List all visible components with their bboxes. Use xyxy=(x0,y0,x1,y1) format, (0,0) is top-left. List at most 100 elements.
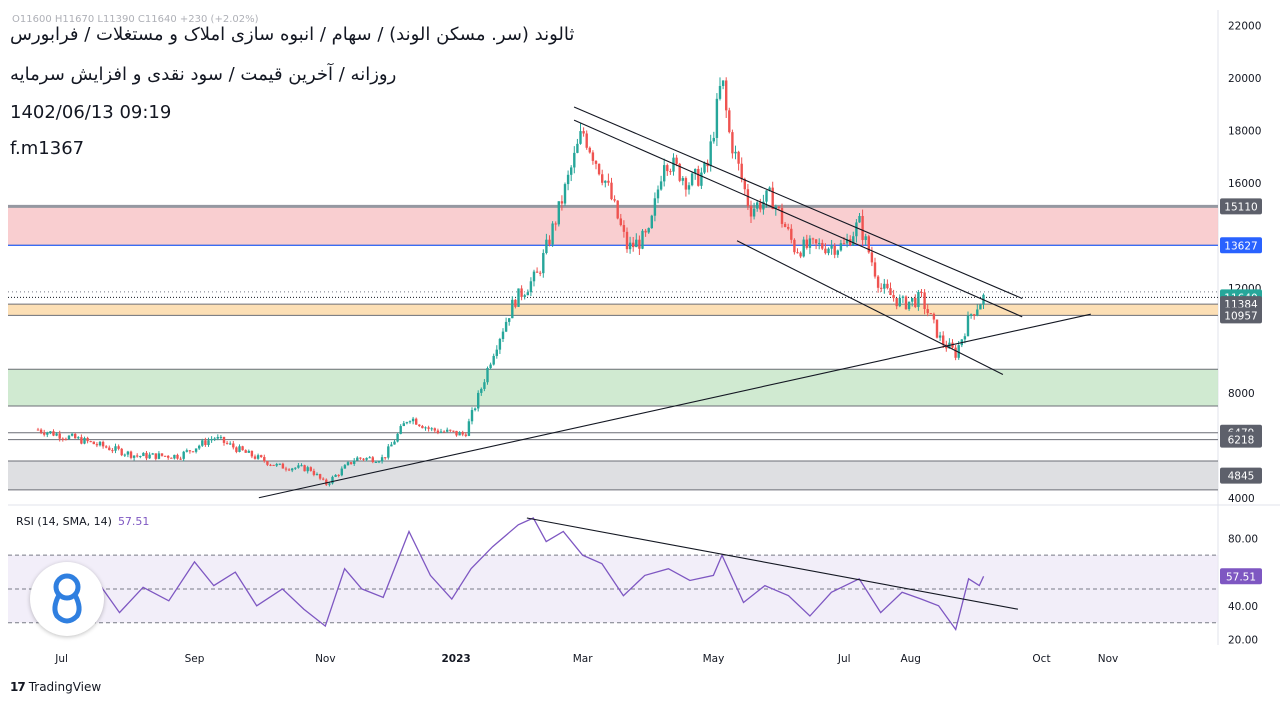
candle-body xyxy=(684,178,688,190)
candle-body xyxy=(690,173,694,186)
candle-body xyxy=(36,429,40,431)
candle-body xyxy=(449,429,452,431)
candle-body xyxy=(514,299,517,307)
candle-body xyxy=(294,467,297,469)
candle-body xyxy=(628,242,632,250)
candle-body xyxy=(486,368,489,383)
candle-body xyxy=(523,295,526,297)
candle-body xyxy=(734,151,737,154)
candle-body xyxy=(768,187,771,191)
candle-body xyxy=(827,248,830,254)
x-tick-label: Nov xyxy=(315,653,336,665)
candle-body xyxy=(597,163,601,175)
tradingview-footer[interactable]: 17 TradingView xyxy=(10,680,101,694)
candle-body xyxy=(752,208,756,217)
candle-body xyxy=(95,444,99,446)
candle-body xyxy=(867,236,870,253)
candle-body xyxy=(923,292,926,310)
candle-body xyxy=(309,467,312,471)
candle-body xyxy=(343,465,347,469)
candle-body xyxy=(49,431,52,433)
candle-body xyxy=(594,160,598,164)
candle-body xyxy=(610,182,613,200)
candle-body xyxy=(98,441,102,446)
candle-body xyxy=(601,174,604,183)
price-axis: 4000800012000160001800020000220001511013… xyxy=(1220,21,1262,505)
candle-body xyxy=(275,464,278,466)
candle-body xyxy=(904,296,908,310)
candle-body xyxy=(297,465,300,468)
candle-body xyxy=(340,468,343,476)
rsi-tick-label: 40.00 xyxy=(1228,601,1258,613)
candle-body xyxy=(669,171,672,173)
candle-body xyxy=(458,432,461,436)
candle-body xyxy=(579,131,582,144)
channel-logo xyxy=(30,562,104,636)
candle-body xyxy=(86,437,89,442)
candle-body xyxy=(787,227,790,229)
candle-body xyxy=(387,446,390,458)
candle-body xyxy=(675,157,678,164)
candle-body xyxy=(136,455,139,457)
candle-body xyxy=(814,239,818,244)
candle-body xyxy=(759,202,762,210)
price-label-box xyxy=(1220,198,1262,215)
candle-body xyxy=(148,454,151,459)
candle-body xyxy=(799,252,802,257)
candle-body xyxy=(861,215,864,241)
candle-body xyxy=(101,441,105,447)
candle-body xyxy=(842,243,846,245)
candle-body xyxy=(756,202,759,209)
candle-body xyxy=(408,421,412,423)
candle-body xyxy=(619,218,622,226)
candle-body xyxy=(911,298,914,302)
candle-body xyxy=(604,180,607,183)
candle-body xyxy=(663,165,666,182)
candle-body xyxy=(160,453,164,456)
candle-body xyxy=(260,455,263,458)
candle-body xyxy=(672,157,675,172)
candle-body xyxy=(833,245,836,255)
x-tick-label: Oct xyxy=(1032,653,1050,665)
candle-body xyxy=(194,448,198,452)
candle-body xyxy=(582,131,585,134)
candle-body xyxy=(880,287,883,289)
trendlines[interactable] xyxy=(258,106,1091,499)
y-tick-label: 18000 xyxy=(1228,126,1261,138)
candle-body xyxy=(207,440,210,446)
candle-body xyxy=(337,474,340,476)
candle-body xyxy=(749,206,753,217)
candle-body xyxy=(170,457,173,459)
candle-body xyxy=(824,248,827,254)
candle-body xyxy=(405,422,409,424)
candle-body xyxy=(374,461,378,463)
candle-body xyxy=(185,450,188,452)
candle-body xyxy=(269,464,272,466)
rsi-legend[interactable]: RSI (14, SMA, 14) 57.51 xyxy=(16,515,149,528)
candle-body xyxy=(790,228,793,240)
candle-body xyxy=(836,250,839,255)
candle-body xyxy=(163,455,167,457)
candle-body xyxy=(154,453,157,459)
candle-body xyxy=(805,239,808,248)
candle-body xyxy=(145,452,148,459)
candle-body xyxy=(346,462,350,466)
candle-body xyxy=(390,444,393,447)
candle-body xyxy=(256,455,260,459)
candle-body xyxy=(371,457,374,463)
candle-body xyxy=(765,190,768,202)
candle-body xyxy=(328,483,331,485)
candle-body xyxy=(966,315,970,337)
candle-body xyxy=(393,441,396,445)
candle-body xyxy=(55,433,58,436)
candle-body xyxy=(58,433,61,439)
x-tick-label: Aug xyxy=(900,653,921,665)
candle-body xyxy=(737,151,740,164)
candle-body xyxy=(114,446,117,451)
candle-body xyxy=(219,436,223,438)
candle-body xyxy=(272,464,275,466)
candle-body xyxy=(43,432,46,435)
candle-body xyxy=(616,200,619,219)
